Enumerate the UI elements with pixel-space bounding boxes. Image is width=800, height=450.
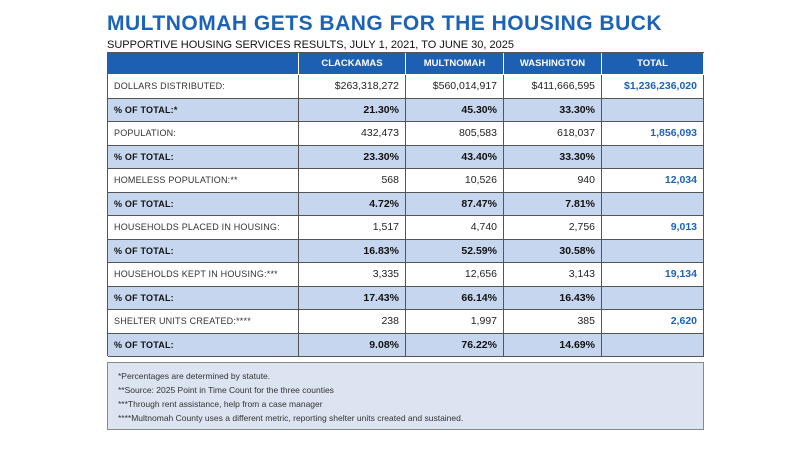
table-cell: 12,656	[406, 263, 504, 287]
empty-cell	[602, 333, 704, 357]
row-label: POPULATION:	[108, 122, 299, 146]
row-label: % OF TOTAL:	[108, 286, 299, 310]
table-cell: 940	[504, 169, 602, 193]
table-cell: 33.30%	[504, 98, 602, 122]
column-header: WASHINGTON	[504, 53, 602, 75]
table-cell: 16.43%	[504, 286, 602, 310]
table-cell: 45.30%	[406, 98, 504, 122]
table-cell: 3,143	[504, 263, 602, 287]
footnote: *Percentages are determined by statute.	[118, 371, 271, 381]
row-label: % OF TOTAL:	[108, 239, 299, 263]
column-header: TOTAL	[602, 53, 704, 75]
table-cell: 1,517	[299, 216, 406, 240]
footnote: ***Through rent assistance, help from a …	[118, 399, 323, 409]
empty-cell	[602, 98, 704, 122]
column-header: MULTNOMAH	[406, 53, 504, 75]
table-cell: 2,620	[602, 310, 704, 334]
row-label: % OF TOTAL:	[108, 192, 299, 216]
table-cell: 1,856,093	[602, 122, 704, 146]
title: MULTNOMAH GETS BANG FOR THE HOUSING BUCK	[107, 12, 663, 35]
table-cell: $560,014,917	[406, 75, 504, 99]
row-label: % OF TOTAL:*	[108, 98, 299, 122]
table-cell: 87.47%	[406, 192, 504, 216]
table-cell: $411,666,595	[504, 75, 602, 99]
row-label: HOUSEHOLDS KEPT IN HOUSING:***	[108, 263, 299, 287]
footnote: ****Multnomah County uses a different me…	[118, 413, 464, 423]
table-cell: $1,236,236,020	[602, 75, 704, 99]
row-label: SHELTER UNITS CREATED:****	[108, 310, 299, 334]
table-cell: 7.81%	[504, 192, 602, 216]
table-cell: 3,335	[299, 263, 406, 287]
table-cell: 385	[504, 310, 602, 334]
table-cell: 432,473	[299, 122, 406, 146]
header-cell	[108, 53, 299, 75]
row-label: % OF TOTAL:	[108, 145, 299, 169]
table-cell: 12,034	[602, 169, 704, 193]
table-cell: $263,318,272	[299, 75, 406, 99]
table-cell: 14.69%	[504, 333, 602, 357]
table-cell: 568	[299, 169, 406, 193]
table-cell: 4.72%	[299, 192, 406, 216]
row-label: HOUSEHOLDS PLACED IN HOUSING:	[108, 216, 299, 240]
column-header: CLACKAMAS	[299, 53, 406, 75]
table-cell: 30.58%	[504, 239, 602, 263]
row-label: HOMELESS POPULATION:**	[108, 169, 299, 193]
empty-cell	[602, 192, 704, 216]
empty-cell	[602, 145, 704, 169]
table-cell: 52.59%	[406, 239, 504, 263]
footnote: **Source: 2025 Point in Time Count for t…	[118, 385, 334, 395]
table-cell: 17.43%	[299, 286, 406, 310]
notes-box: *Percentages are determined by statute. *…	[107, 362, 704, 430]
table-cell: 9,013	[602, 216, 704, 240]
results-table: CLACKAMAS MULTNOMAH WASHINGTON TOTAL DOLLARS…	[107, 52, 704, 357]
table-cell: 805,583	[406, 122, 504, 146]
table-cell: 23.30%	[299, 145, 406, 169]
table-cell: 9.08%	[299, 333, 406, 357]
table-cell: 19,134	[602, 263, 704, 287]
table-cell: 33.30%	[504, 145, 602, 169]
subtitle: SUPPORTIVE HOUSING SERVICES RESULTS, JUL…	[107, 39, 514, 51]
empty-cell	[602, 239, 704, 263]
row-label: DOLLARS DISTRIBUTED:	[108, 75, 299, 99]
table-cell: 238	[299, 310, 406, 334]
table-cell: 618,037	[504, 122, 602, 146]
table-cell: 66.14%	[406, 286, 504, 310]
table-cell: 76.22%	[406, 333, 504, 357]
table-cell: 1,997	[406, 310, 504, 334]
table-cell: 10,526	[406, 169, 504, 193]
empty-cell	[602, 286, 704, 310]
table-cell: 21.30%	[299, 98, 406, 122]
table-cell: 4,740	[406, 216, 504, 240]
table-cell: 16.83%	[299, 239, 406, 263]
table-cell: 2,756	[504, 216, 602, 240]
table-cell: 43.40%	[406, 145, 504, 169]
row-label: % OF TOTAL:	[108, 333, 299, 357]
